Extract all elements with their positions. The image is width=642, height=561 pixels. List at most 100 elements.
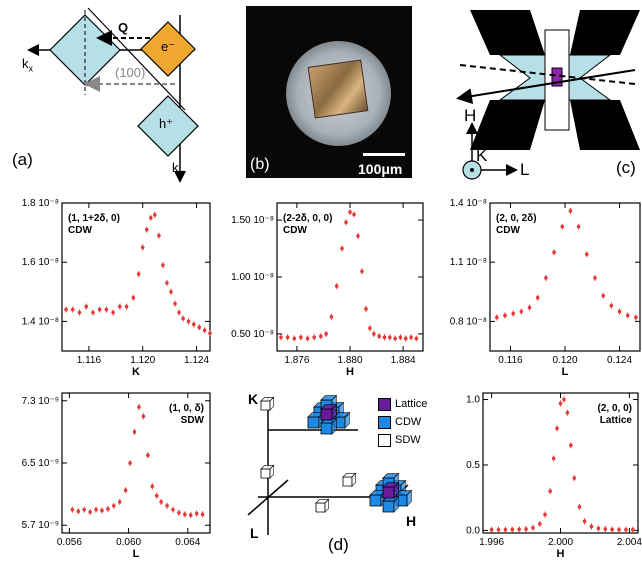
cube-icon (378, 415, 391, 429)
data-point (348, 209, 352, 216)
data-point (104, 306, 109, 313)
pressure-cell-diagram (456, 10, 640, 180)
plot-sdw-l-scan: 0.056 0.060 0.064 5.7 10⁻⁹ 6.5 10⁻⁹ 7.3 10⁻⁹ L… (0, 385, 215, 560)
data-point (372, 330, 376, 337)
data-point (393, 335, 397, 342)
data-point (100, 507, 104, 514)
data-point (548, 488, 552, 495)
x-axis-label: L (562, 366, 569, 378)
chart-annotation: (1, 1+2δ, 0) (68, 213, 120, 224)
axis-h-label-d: H (406, 513, 417, 529)
data-point (70, 306, 75, 313)
data-point (91, 309, 95, 316)
data-point (149, 214, 153, 221)
data-point (593, 274, 597, 281)
legend: Lattice CDW SDW (378, 395, 427, 449)
data-point (589, 523, 594, 530)
data-point (136, 271, 141, 278)
data-point (538, 520, 542, 527)
data-point (527, 304, 532, 311)
legend-label: Lattice (395, 398, 428, 410)
data-point (572, 475, 577, 482)
x-tick-label: 1.884 (391, 355, 416, 366)
data-point (76, 508, 81, 515)
data-point (82, 506, 86, 513)
data-point (177, 509, 181, 516)
data-point (64, 306, 68, 313)
data-point (409, 334, 413, 341)
data-point (360, 268, 364, 275)
y-tick-label: 1.4 10⁻⁸ (22, 316, 59, 327)
data-point (610, 526, 614, 533)
cdw-cube (333, 411, 351, 429)
data-point (503, 526, 508, 533)
data-point (519, 308, 524, 315)
data-point (562, 396, 566, 403)
x-tick-label: 1.880 (337, 355, 362, 366)
x-tick-label: 1.116 (77, 355, 102, 366)
data-point (70, 506, 75, 513)
data-point (368, 325, 372, 332)
data-point (524, 526, 528, 533)
data-point (634, 314, 638, 321)
x-tick-label: 2.000 (548, 537, 573, 548)
chart-annotation: SDW (181, 415, 205, 426)
electron-pocket (140, 21, 196, 77)
panel-b-label: (b) (250, 156, 270, 173)
data-point (382, 334, 387, 341)
cube-icon (378, 397, 391, 411)
data-point (324, 330, 328, 337)
data-point (165, 502, 169, 509)
y-tick-label: 1.6 10⁻⁸ (22, 257, 59, 268)
ky-label: ky (172, 160, 183, 178)
data-point (625, 312, 630, 319)
legend-label: CDW (395, 416, 422, 428)
data-point (305, 335, 310, 342)
hkl-100-label: (100) (115, 65, 146, 80)
data-point (279, 334, 283, 341)
plot-lattice-h-scan: 1.996 2.000 2.004 0.0 0.5 1.0 H (2, 0, 0) Lattic… (428, 385, 642, 560)
data-point (560, 223, 565, 230)
x-tick-label: 2.004 (617, 537, 642, 548)
q-label: Q (118, 20, 129, 35)
lattice-cube (320, 403, 338, 421)
hole-label: h⁺ (159, 116, 174, 131)
data-point (544, 274, 548, 281)
y-tick-label: 6.5 10⁻⁹ (22, 458, 59, 469)
data-point (364, 305, 368, 312)
data-point (173, 300, 177, 307)
axis-k-label-d: K (248, 391, 259, 407)
data-point (181, 315, 185, 322)
sdw-cube (342, 472, 357, 487)
data-point (603, 526, 608, 533)
chart-svg-4: 1.996 2.000 2.004 0.0 0.5 1.0 H (2, 0, 0)Lattic… (466, 392, 642, 560)
data-point (576, 223, 581, 230)
data-point (150, 483, 155, 490)
x-tick-label: 1.876 (284, 355, 309, 366)
x-tick-label: 0.060 (116, 537, 141, 548)
data-point (555, 425, 559, 432)
axis-k-label: K (476, 146, 488, 165)
data-point (140, 244, 145, 251)
x-tick-label: 1.124 (184, 355, 209, 366)
x-axis-label: K (132, 366, 140, 378)
y-tick-label: 1.1 10⁻⁸ (450, 257, 487, 268)
chart-annotation: (2, 0, 2δ) (496, 213, 537, 224)
plot-cdw-l-scan: 0.116 0.120 0.124 0.8 10⁻⁸ 1.1 10⁻⁸ 1.4 10⁻⁸ L… (428, 195, 642, 378)
data-point (88, 509, 92, 515)
data-point (577, 503, 582, 510)
data-point (569, 442, 573, 449)
data-point (596, 525, 601, 532)
data-point (340, 245, 344, 252)
data-point (137, 404, 141, 410)
data-point (208, 330, 212, 337)
data-point (334, 283, 339, 290)
x-tick-label: 0.056 (57, 537, 82, 548)
y-tick-label: 0.50 10⁻⁸ (231, 329, 274, 340)
data-point (403, 335, 408, 342)
x-axis-label: H (557, 548, 565, 560)
data-point (329, 313, 334, 320)
data-point (141, 413, 146, 420)
legend-item-lattice: Lattice (378, 395, 427, 413)
panel-d: K L H Lattice CDW SDW (d) (228, 385, 428, 556)
